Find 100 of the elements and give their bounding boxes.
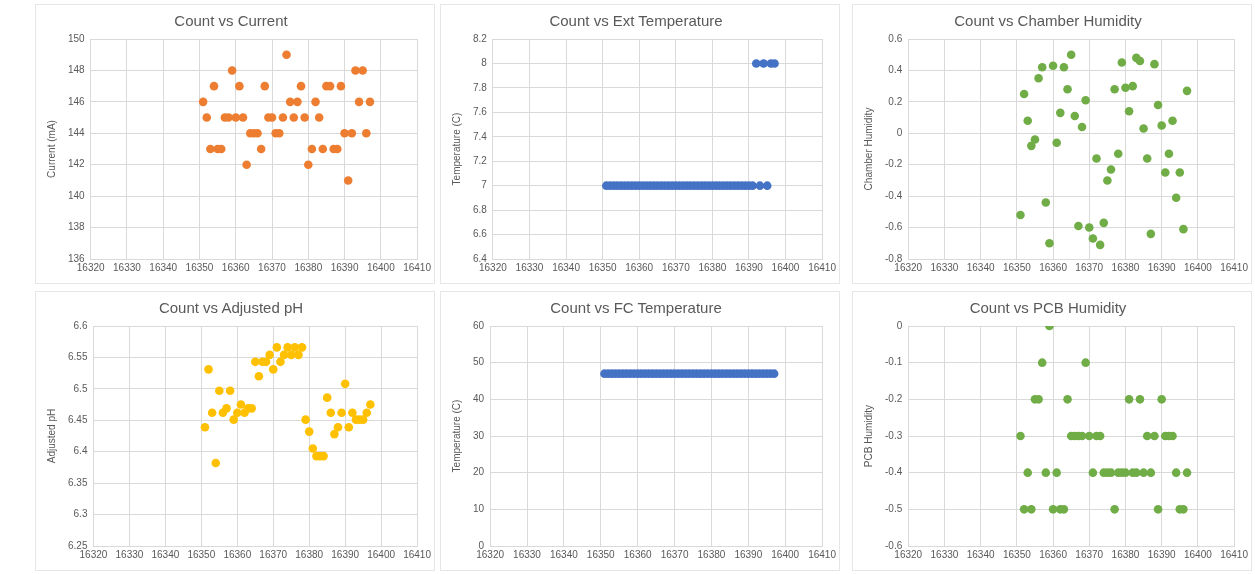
chart-title: Count vs FC Temperature xyxy=(550,299,722,317)
y-tick-label: 7 xyxy=(481,179,488,191)
y-tick-label: 0 xyxy=(896,319,903,331)
x-tick-label: 16360 xyxy=(221,261,251,273)
y-tick-label: -0.2 xyxy=(885,393,903,405)
y-axis-title: Current (mA) xyxy=(45,120,57,178)
y-tick-label: 138 xyxy=(68,221,86,233)
y-tick-label: 6.55 xyxy=(67,351,88,363)
x-tick-label: 16380 xyxy=(697,548,726,560)
y-tick-label: 6.45 xyxy=(67,414,88,426)
x-tick-label: 16400 xyxy=(771,261,800,273)
x-tick-label: 16340 xyxy=(966,548,995,560)
x-tick-label: 16380 xyxy=(295,548,324,560)
x-tick-label: 16390 xyxy=(734,548,763,560)
x-tick-label: 16330 xyxy=(115,548,144,560)
y-axis-title: Chamber Humidity xyxy=(862,107,874,191)
x-tick-label: 16380 xyxy=(1111,261,1140,273)
y-axis-title: Temperature (C) xyxy=(450,112,462,186)
x-tick-label: 16320 xyxy=(894,261,923,273)
x-tick-label: 16320 xyxy=(476,548,505,560)
x-tick-label: 16400 xyxy=(1183,548,1213,560)
y-tick-label: 7.2 xyxy=(473,154,488,166)
y-tick-label: 148 xyxy=(68,64,86,76)
x-tick-label: 16370 xyxy=(660,548,689,560)
x-tick-label: 16340 xyxy=(966,261,995,273)
y-tick-label: 10 xyxy=(473,503,485,515)
y-tick-label: 6.25 xyxy=(67,539,88,551)
y-tick-label: -0.8 xyxy=(885,252,903,264)
x-tick-label: 16390 xyxy=(331,548,360,560)
y-axis-title: PCB Humidity xyxy=(862,404,874,468)
x-tick-label: 16340 xyxy=(549,548,579,560)
x-tick-label: 16340 xyxy=(149,261,178,273)
x-tick-label: 16340 xyxy=(552,261,581,273)
y-tick-label: 7.6 xyxy=(473,106,488,118)
x-tick-label: 16330 xyxy=(930,548,959,560)
x-tick-label: 16400 xyxy=(771,548,800,560)
x-tick-label: 16350 xyxy=(185,261,214,273)
x-tick-label: 16380 xyxy=(698,261,727,273)
x-tick-label: 16380 xyxy=(1111,548,1140,560)
x-tick-label: 16330 xyxy=(113,261,142,273)
x-tick-label: 16360 xyxy=(623,548,653,560)
y-tick-label: 0.2 xyxy=(888,95,903,107)
x-tick-label: 16410 xyxy=(1220,261,1249,273)
x-tick-label: 16330 xyxy=(513,548,542,560)
x-tick-label: 16330 xyxy=(930,261,959,273)
x-tick-label: 16410 xyxy=(1220,548,1249,560)
y-tick-label: 6.4 xyxy=(73,445,88,457)
y-tick-label: 60 xyxy=(473,319,485,331)
x-tick-label: 16410 xyxy=(403,261,432,273)
y-tick-label: 140 xyxy=(68,189,86,201)
x-tick-label: 16350 xyxy=(1002,548,1032,560)
x-tick-label: 16350 xyxy=(588,261,617,273)
y-tick-label: 8 xyxy=(481,57,488,69)
y-tick-label: -0.6 xyxy=(885,221,903,233)
x-tick-label: 16370 xyxy=(661,261,691,273)
y-tick-label: 50 xyxy=(473,356,485,368)
y-tick-label: 7.8 xyxy=(473,81,488,93)
y-tick-label: 150 xyxy=(68,32,86,44)
chart-title: Count vs Adjusted pH xyxy=(158,299,304,317)
x-tick-label: 16320 xyxy=(79,548,108,560)
y-tick-label: -0.1 xyxy=(885,356,903,368)
y-tick-label: 7.4 xyxy=(473,130,488,142)
x-tick-label: 16400 xyxy=(1183,261,1213,273)
x-tick-label: 16370 xyxy=(258,261,287,273)
x-tick-label: 16350 xyxy=(586,548,616,560)
x-tick-label: 16370 xyxy=(1075,261,1104,273)
y-tick-label: -0.6 xyxy=(885,539,903,551)
x-tick-label: 16390 xyxy=(330,261,359,273)
y-tick-label: 6.6 xyxy=(473,228,488,240)
x-tick-label: 16350 xyxy=(1002,261,1032,273)
y-tick-label: 142 xyxy=(68,158,86,170)
chart-title: Count vs Ext Temperature xyxy=(549,12,723,30)
x-tick-label: 16320 xyxy=(76,261,106,273)
y-tick-label: -0.2 xyxy=(885,158,903,170)
x-tick-label: 16370 xyxy=(1075,548,1104,560)
chart-title: Count vs Current xyxy=(174,12,289,30)
x-tick-label: 16340 xyxy=(151,548,180,560)
x-tick-label: 16400 xyxy=(366,261,396,273)
y-axis-title: Adjusted pH xyxy=(45,408,57,464)
y-tick-label: 6.8 xyxy=(473,203,488,215)
y-tick-label: 6.6 xyxy=(73,319,88,331)
x-tick-label: 16360 xyxy=(1039,261,1068,273)
x-tick-label: 16390 xyxy=(1147,548,1177,560)
y-tick-label: 6.3 xyxy=(73,508,88,520)
x-tick-label: 16370 xyxy=(259,548,288,560)
chart-title: Count vs Chamber Humidity xyxy=(954,12,1143,30)
x-tick-label: 16410 xyxy=(808,548,837,560)
x-tick-label: 16360 xyxy=(625,261,654,273)
y-tick-label: 136 xyxy=(68,252,86,264)
x-tick-label: 16330 xyxy=(515,261,544,273)
x-tick-label: 16320 xyxy=(479,261,508,273)
x-tick-label: 16390 xyxy=(735,261,764,273)
y-tick-label: 144 xyxy=(68,127,86,139)
chart-title: Count vs PCB Humidity xyxy=(969,299,1127,317)
y-axis-title: Temperature (C) xyxy=(450,399,462,473)
y-tick-label: 40 xyxy=(473,393,485,405)
y-tick-label: 0 xyxy=(896,127,903,139)
y-tick-label: 30 xyxy=(473,429,485,441)
y-tick-label: 6.4 xyxy=(473,252,488,264)
x-tick-label: 16400 xyxy=(367,548,396,560)
